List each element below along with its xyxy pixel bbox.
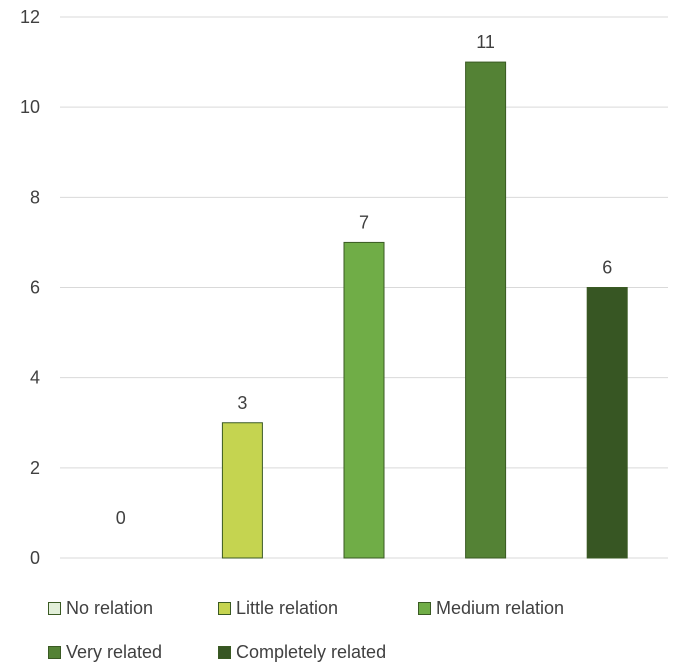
legend-item: Completely related	[218, 642, 386, 663]
y-tick-label: 2	[30, 458, 40, 478]
legend-swatch	[418, 602, 431, 615]
legend-label: Completely related	[236, 642, 387, 662]
y-tick-label: 4	[30, 368, 40, 388]
data-label: 0	[116, 508, 126, 528]
bar	[221, 422, 263, 559]
y-tick-label: 10	[20, 97, 40, 117]
legend-item: Little relation	[218, 598, 338, 619]
legend-swatch	[218, 602, 231, 615]
legend-label: Medium relation	[436, 598, 565, 618]
legend-item: Very related	[48, 642, 162, 663]
legend-item: No relation	[48, 598, 153, 619]
data-label: 7	[359, 212, 369, 232]
data-label: 6	[602, 258, 612, 278]
legend-item: Medium relation	[418, 598, 564, 619]
legend-swatch	[48, 602, 61, 615]
chart-plot-area: 0 2 4 6 8 10 12 0 3 7 11 6	[20, 7, 668, 568]
legend-swatch	[48, 646, 61, 659]
bar	[586, 287, 628, 559]
legend-label: Very related	[66, 642, 163, 662]
legend-label: Little relation	[236, 598, 339, 618]
chart-legend: No relation Little relation Medium relatio…	[0, 590, 676, 668]
bar	[465, 61, 507, 559]
legend-swatch	[218, 646, 231, 659]
y-tick-label: 12	[20, 7, 40, 27]
y-tick-label: 6	[30, 278, 40, 298]
bar	[343, 241, 385, 559]
data-label: 3	[237, 393, 247, 413]
y-tick-label: 0	[30, 548, 40, 568]
legend-label: No relation	[66, 598, 154, 618]
y-tick-label: 8	[30, 187, 40, 207]
data-label: 11	[476, 32, 495, 52]
